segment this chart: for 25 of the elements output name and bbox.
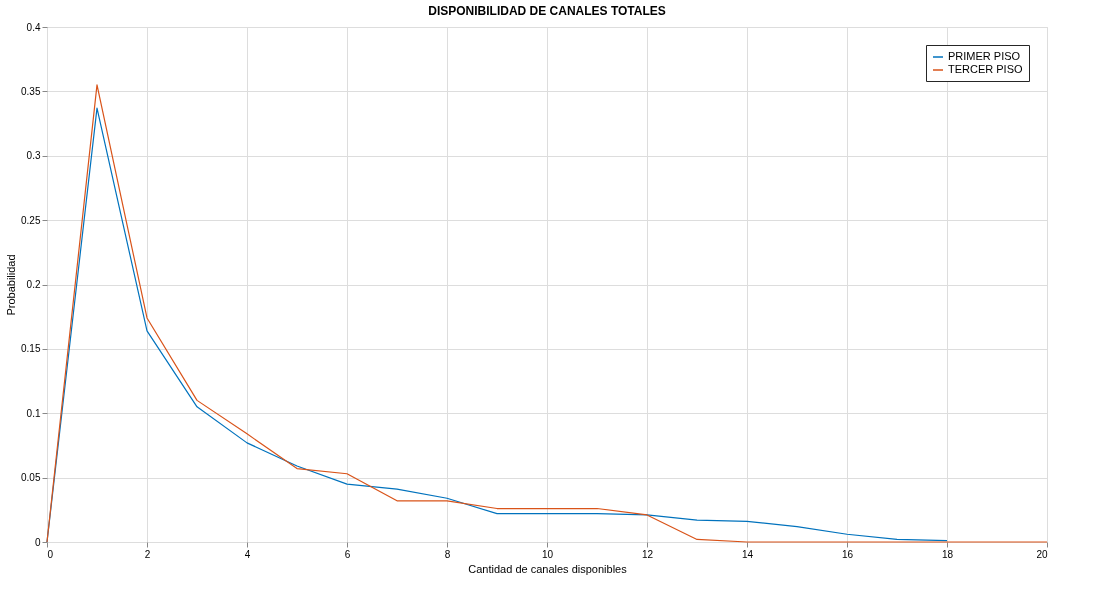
y-axis-title: Probabilidad (5, 254, 18, 316)
y-tick-label: 0.25 (21, 214, 41, 226)
y-tick-label: 0.15 (21, 343, 41, 355)
legend-label: PRIMER PISO (948, 50, 1021, 62)
chart-title: DISPONIBILIDAD DE CANALES TOTALES (428, 4, 666, 18)
y-tick-label: 0 (34, 536, 41, 548)
x-tick-label: 20 (1036, 548, 1048, 560)
y-tick-label: 0.3 (26, 150, 41, 162)
y-tick-label: 0.4 (26, 21, 41, 33)
y-tick-label: 0.35 (21, 85, 41, 97)
x-tick-label: 2 (144, 548, 151, 560)
x-axis-title: Cantidad de canales disponibles (468, 562, 628, 575)
x-tick-label: 0 (47, 548, 54, 560)
x-tick-label: 4 (244, 548, 251, 560)
x-tick-label: 14 (741, 548, 754, 560)
x-tick-label: 6 (344, 548, 351, 560)
y-tick-label: 0.1 (26, 407, 41, 419)
legend-label: TERCER PISO (948, 63, 1024, 75)
y-tick-label: 0.2 (26, 279, 41, 290)
y-tick-label: 0.05 (21, 472, 41, 484)
x-tick-label: 12 (641, 548, 654, 560)
x-tick-label: 10 (541, 548, 554, 560)
x-tick-label: 8 (444, 548, 451, 560)
x-tick-label: 18 (941, 548, 954, 560)
x-tick-label: 16 (841, 548, 854, 560)
